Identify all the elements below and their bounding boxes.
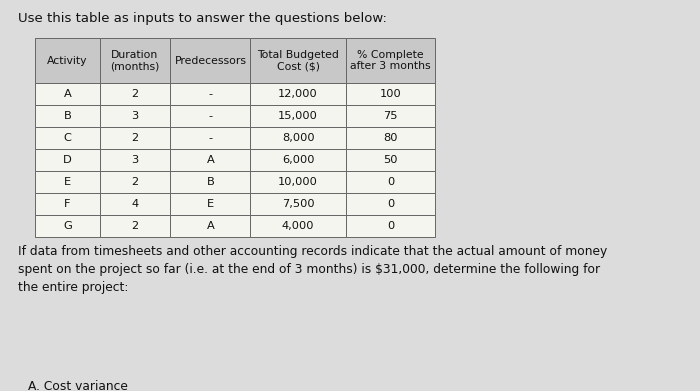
Bar: [251, 171, 346, 193]
Bar: [170, 105, 251, 127]
Text: E: E: [206, 199, 214, 209]
Bar: [35, 193, 99, 215]
Bar: [251, 149, 346, 171]
Bar: [346, 83, 435, 105]
Text: -: -: [209, 89, 212, 99]
Bar: [99, 83, 170, 105]
Text: 3: 3: [132, 155, 139, 165]
Bar: [346, 149, 435, 171]
Text: 100: 100: [379, 89, 401, 99]
Bar: [99, 127, 170, 149]
Text: 2: 2: [132, 221, 139, 231]
Bar: [170, 149, 251, 171]
Text: 7,500: 7,500: [282, 199, 314, 209]
Text: 10,000: 10,000: [278, 177, 318, 187]
Text: Total Budgeted
Cost ($): Total Budgeted Cost ($): [257, 50, 339, 71]
Text: 0: 0: [387, 199, 394, 209]
Text: A: A: [64, 89, 71, 99]
Bar: [35, 38, 99, 83]
Bar: [346, 215, 435, 237]
Text: B: B: [206, 177, 214, 187]
Text: G: G: [63, 221, 71, 231]
Text: C: C: [64, 133, 71, 143]
Text: If data from timesheets and other accounting records indicate that the actual am: If data from timesheets and other accoun…: [18, 245, 608, 294]
Bar: [346, 193, 435, 215]
Text: A: A: [206, 155, 214, 165]
Bar: [35, 149, 99, 171]
Text: Activity: Activity: [47, 56, 88, 66]
Bar: [251, 127, 346, 149]
Text: 6,000: 6,000: [282, 155, 314, 165]
Text: Use this table as inputs to answer the questions below:: Use this table as inputs to answer the q…: [18, 12, 387, 25]
Text: A: A: [206, 221, 214, 231]
Bar: [251, 215, 346, 237]
Bar: [35, 127, 99, 149]
Text: F: F: [64, 199, 71, 209]
Text: 50: 50: [383, 155, 398, 165]
Text: 8,000: 8,000: [282, 133, 314, 143]
Bar: [251, 38, 346, 83]
Text: 2: 2: [132, 133, 139, 143]
Bar: [170, 193, 251, 215]
Text: 0: 0: [387, 221, 394, 231]
Bar: [251, 193, 346, 215]
Text: 2: 2: [132, 177, 139, 187]
Bar: [170, 215, 251, 237]
Text: 4,000: 4,000: [282, 221, 314, 231]
Bar: [346, 127, 435, 149]
Text: Duration
(months): Duration (months): [111, 50, 160, 71]
Text: E: E: [64, 177, 71, 187]
Text: 4: 4: [132, 199, 139, 209]
Bar: [170, 127, 251, 149]
Text: 0: 0: [387, 177, 394, 187]
Bar: [99, 38, 170, 83]
Text: -: -: [209, 133, 212, 143]
Text: 15,000: 15,000: [278, 111, 318, 121]
Text: Predecessors: Predecessors: [174, 56, 246, 66]
Bar: [251, 105, 346, 127]
Bar: [35, 215, 99, 237]
Text: % Complete
after 3 months: % Complete after 3 months: [350, 50, 430, 71]
Text: D: D: [63, 155, 71, 165]
Text: 75: 75: [383, 111, 398, 121]
Bar: [346, 38, 435, 83]
Bar: [99, 215, 170, 237]
Text: -: -: [209, 111, 212, 121]
Text: 12,000: 12,000: [278, 89, 318, 99]
Bar: [35, 83, 99, 105]
Bar: [346, 171, 435, 193]
Bar: [35, 171, 99, 193]
Text: A. Cost variance: A. Cost variance: [28, 380, 128, 391]
Bar: [99, 193, 170, 215]
Text: B: B: [64, 111, 71, 121]
Bar: [99, 105, 170, 127]
Bar: [170, 171, 251, 193]
Bar: [170, 38, 251, 83]
Bar: [35, 105, 99, 127]
Bar: [99, 171, 170, 193]
Bar: [251, 83, 346, 105]
Bar: [99, 149, 170, 171]
Text: 2: 2: [132, 89, 139, 99]
Bar: [170, 83, 251, 105]
Text: 3: 3: [132, 111, 139, 121]
Text: 80: 80: [383, 133, 398, 143]
Bar: [346, 105, 435, 127]
